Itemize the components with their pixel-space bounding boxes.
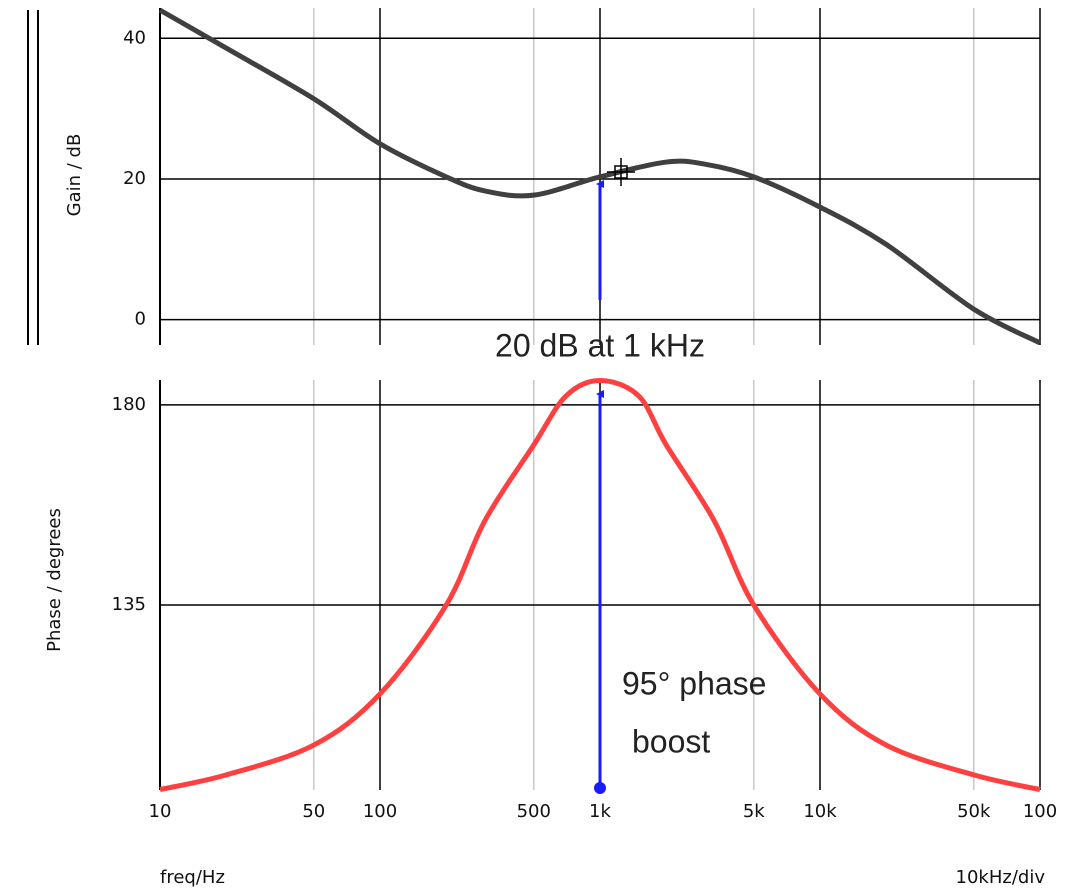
- grid: 0 20 40 135 180 10 50 100 500 1k 5k 10k 50k 100: [112, 8, 1057, 822]
- x-axis-title: freq/Hz: [160, 867, 225, 888]
- x-tick-label: 50k: [957, 801, 991, 822]
- cursor: [607, 158, 635, 186]
- x-tick-label: 5k: [743, 801, 765, 822]
- x-scale-note: 10kHz/div: [956, 867, 1046, 888]
- marks: [158, 7, 1042, 792]
- annotation-dot: [594, 782, 606, 794]
- x-tick-label: 100: [363, 801, 397, 822]
- x-tick-label: 1k: [589, 801, 611, 822]
- data-line: [159, 377, 1041, 792]
- y-tick-label: 135: [112, 594, 146, 615]
- y-axis-title: Gain / dB: [64, 134, 85, 217]
- data-line: [158, 7, 1042, 346]
- annotation: 20 dB at 1 kHz: [495, 327, 705, 363]
- x-tick-label: 10: [149, 801, 172, 822]
- x-tick-label: 10k: [803, 801, 837, 822]
- x-tick-label: 50: [302, 801, 325, 822]
- annotation: boost: [632, 723, 710, 759]
- y-axis-title: Phase / degrees: [44, 508, 65, 652]
- x-tick-label: 500: [517, 801, 551, 822]
- x-tick-label: 100: [1023, 801, 1057, 822]
- annotation: 95° phase: [622, 665, 766, 701]
- y-tick-label: 0: [135, 309, 146, 330]
- y-tick-label: 180: [112, 394, 146, 415]
- y-tick-label: 20: [123, 168, 146, 189]
- y-tick-label: 40: [123, 27, 146, 48]
